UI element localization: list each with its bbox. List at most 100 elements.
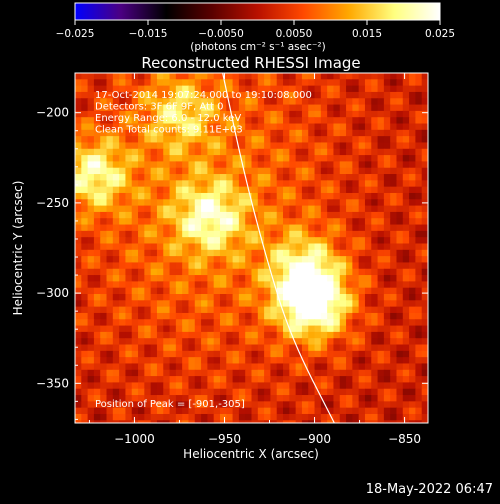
heatmap-cell — [283, 180, 290, 188]
heatmap-cell — [100, 199, 108, 207]
heatmap-cell — [289, 104, 297, 112]
heatmap-cell — [131, 79, 139, 87]
heatmap-cell — [131, 325, 139, 333]
heatmap-cell — [100, 312, 108, 320]
heatmap-cell — [421, 331, 428, 339]
heatmap-cell — [219, 331, 227, 339]
heatmap-cell — [371, 249, 379, 257]
heatmap-cell — [308, 85, 316, 93]
heatmap-cell — [150, 205, 158, 213]
heatmap-cell — [75, 123, 82, 131]
heatmap-cell — [257, 376, 265, 383]
heatmap-cell — [402, 224, 410, 232]
heatmap-cell — [238, 174, 246, 181]
heatmap-cell — [295, 79, 303, 87]
heatmap-cell — [346, 350, 353, 358]
heatmap-cell — [150, 73, 158, 80]
heatmap-cell — [402, 218, 410, 226]
heatmap-cell — [93, 256, 101, 263]
heatmap-cell — [377, 167, 385, 175]
heatmap-cell — [188, 395, 196, 402]
heatmap-cell — [188, 167, 196, 175]
heatmap-cell — [194, 230, 202, 238]
heatmap-cell — [150, 294, 158, 301]
heatmap-cell — [219, 136, 227, 143]
heatmap-cell — [358, 388, 366, 396]
heatmap-cell — [169, 243, 177, 251]
heatmap-cell — [125, 237, 133, 244]
heatmap-cell — [390, 306, 397, 314]
heatmap-cell — [175, 167, 183, 175]
heatmap-cell — [100, 205, 108, 213]
heatmap-cell — [289, 413, 297, 421]
heatmap-cell — [320, 230, 328, 238]
heatmap-cell — [333, 91, 341, 99]
heatmap-cell — [245, 243, 252, 251]
heatmap-cell — [371, 237, 379, 244]
heatmap-cell — [232, 117, 240, 125]
heatmap-cell — [125, 306, 133, 314]
heatmap-cell — [232, 413, 240, 421]
heatmap-cell — [201, 174, 208, 181]
heatmap-cell — [327, 376, 334, 383]
heatmap-cell — [270, 211, 278, 219]
heatmap-cell — [421, 262, 428, 270]
heatmap-cell — [238, 376, 246, 383]
heatmap-cell — [87, 256, 95, 263]
heatmap-cell — [245, 338, 252, 346]
heatmap-cell — [125, 161, 133, 169]
heatmap-cell — [364, 129, 372, 137]
heatmap-cell — [283, 218, 290, 226]
heatmap-cell — [207, 413, 215, 421]
heatmap-cell — [364, 300, 372, 308]
heatmap-cell — [207, 420, 215, 423]
annotation-line: 17-Oct-2014 19:07:24.000 to 19:10:08.000 — [95, 90, 312, 101]
heatmap-cell — [364, 249, 372, 257]
heatmap-cell — [295, 104, 303, 112]
heatmap-cell — [364, 401, 372, 409]
heatmap-cell — [251, 79, 259, 87]
heatmap-cell — [415, 256, 423, 263]
heatmap-cell — [383, 407, 391, 415]
heatmap-cell — [358, 401, 366, 409]
heatmap-cell — [301, 325, 309, 333]
heatmap-cell — [150, 319, 158, 327]
heatmap-cell — [169, 117, 177, 125]
heatmap-cell — [169, 344, 177, 352]
heatmap-cell — [75, 91, 82, 99]
heatmap-cell — [346, 243, 353, 251]
heatmap-cell — [270, 73, 278, 80]
heatmap-cell — [119, 129, 126, 137]
heatmap-cell — [308, 104, 316, 112]
heatmap-cell — [301, 338, 309, 346]
heatmap-cell — [169, 211, 177, 219]
heatmap-cell — [358, 174, 366, 181]
heatmap-cell — [428, 370, 435, 377]
heatmap-cell — [175, 174, 183, 181]
heatmap-cell — [175, 230, 183, 238]
heatmap-cell — [226, 224, 234, 232]
heatmap-cell — [333, 363, 341, 371]
heatmap-cell — [415, 129, 423, 137]
heatmap-cell — [131, 73, 139, 80]
heatmap-cell — [314, 148, 322, 156]
heatmap-cell — [314, 186, 322, 194]
heatmap-cell — [301, 369, 309, 377]
heatmap-cell — [144, 110, 152, 118]
heatmap-cell — [150, 344, 158, 352]
heatmap-cell — [339, 79, 347, 87]
heatmap-cell — [112, 136, 120, 143]
heatmap-cell — [245, 211, 252, 219]
heatmap-cell — [219, 249, 227, 257]
heatmap-cell — [352, 401, 360, 409]
heatmap-cell — [283, 363, 290, 371]
heatmap-cell — [364, 407, 372, 415]
heatmap-cell — [364, 199, 372, 207]
heatmap-cell — [358, 395, 366, 402]
heatmap-cell — [421, 413, 428, 421]
heatmap-cell — [283, 275, 290, 282]
heatmap-cell — [131, 338, 139, 346]
heatmap-cell — [87, 262, 95, 270]
heatmap-cell — [112, 325, 120, 333]
heatmap-cell — [169, 205, 177, 213]
